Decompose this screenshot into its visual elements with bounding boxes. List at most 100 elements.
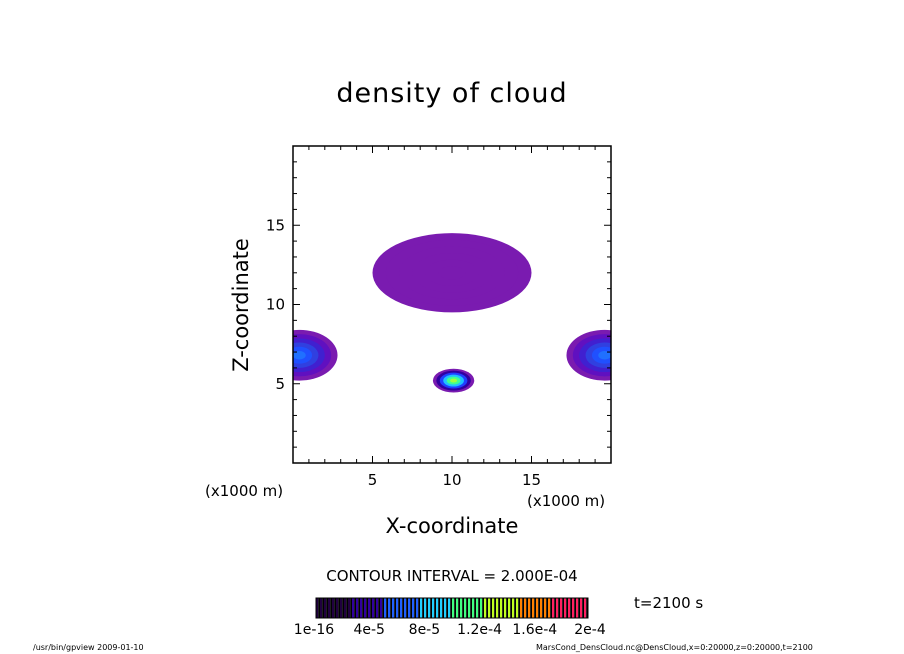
colorbar-stripe: [428, 598, 431, 618]
colorbar-gap: [330, 598, 332, 618]
colorbar-stripe: [460, 598, 463, 618]
colorbar-stripe: [540, 598, 543, 618]
colorbar-gap: [538, 598, 540, 618]
contour-region-upper-central: [372, 233, 532, 313]
colorbar-stripe: [440, 598, 443, 618]
colorbar-stripe: [524, 598, 527, 618]
colorbar-gap: [366, 598, 368, 618]
colorbar-gap: [422, 598, 424, 618]
colorbar-gap: [434, 598, 436, 618]
colorbar-tick-label: 2e-4: [574, 622, 606, 638]
colorbar-gap: [358, 598, 360, 618]
colorbar-stripe: [548, 598, 551, 618]
y-tick-label: 5: [275, 375, 285, 393]
colorbar-gap: [414, 598, 416, 618]
colorbar-gap: [318, 598, 320, 618]
colorbar-stripe: [568, 598, 571, 618]
colorbar-stripe: [404, 598, 407, 618]
colorbar-tick-label: 1e-16: [294, 622, 334, 638]
x-tick-label: 5: [368, 471, 378, 489]
colorbar-stripe: [512, 598, 515, 618]
contour-region-central-lower: [432, 368, 475, 393]
colorbar-gap: [418, 598, 420, 618]
colorbar-stripe: [372, 598, 375, 618]
colorbar-gap: [498, 598, 500, 618]
colorbar-gap: [502, 598, 504, 618]
colorbar-gap: [350, 598, 352, 618]
colorbar-stripe: [316, 598, 319, 618]
colorbar-stripe: [544, 598, 547, 618]
x-unit-label-right: (x1000 m): [527, 492, 606, 510]
colorbar-stripe: [360, 598, 363, 618]
colorbar-stripe: [328, 598, 331, 618]
colorbar-stripe: [376, 598, 379, 618]
colorbar-gap: [526, 598, 528, 618]
contour-interval-text: CONTOUR INTERVAL = 2.000E-04: [326, 567, 578, 585]
colorbar-stripe: [332, 598, 335, 618]
colorbar-stripe: [532, 598, 535, 618]
colorbar-gap: [410, 598, 412, 618]
colorbar: 1e-16 4e-5 8e-5 1.2e-4 1.6e-4 2e-4: [294, 597, 606, 638]
colorbar-stripe: [380, 598, 383, 618]
y-axis-label: Z-coordinate: [229, 238, 253, 372]
colorbar-gap: [510, 598, 512, 618]
colorbar-stripe: [488, 598, 491, 618]
y-tick-label: 10: [266, 296, 285, 314]
colorbar-stripe: [576, 598, 579, 618]
colorbar-gap: [402, 598, 404, 618]
colorbar-gap: [426, 598, 428, 618]
y-tick-label: 15: [266, 216, 285, 234]
colorbar-gap: [322, 598, 324, 618]
colorbar-tick-label: 1.6e-4: [512, 622, 557, 638]
colorbar-stripe: [492, 598, 495, 618]
colorbar-gap: [474, 598, 476, 618]
colorbar-gap: [542, 598, 544, 618]
colorbar-stripe: [356, 598, 359, 618]
colorbar-gap: [554, 598, 556, 618]
colorbar-stripe: [552, 598, 555, 618]
colorbar-stripe: [468, 598, 471, 618]
colorbar-gap: [458, 598, 460, 618]
colorbar-stripe: [584, 598, 587, 618]
colorbar-gap: [338, 598, 340, 618]
colorbar-gap: [518, 598, 520, 618]
colorbar-frame: [315, 597, 589, 619]
colorbar-stripe: [424, 598, 427, 618]
colorbar-stripe: [580, 598, 583, 618]
contour-level: [598, 350, 611, 360]
colorbar-stripe: [340, 598, 343, 618]
colorbar-gap: [578, 598, 580, 618]
colorbar-stripe: [368, 598, 371, 618]
colorbar-gap: [570, 598, 572, 618]
colorbar-stripe: [320, 598, 323, 618]
x-unit-label-left: (x1000 m): [205, 482, 284, 500]
colorbar-stripe: [528, 598, 531, 618]
colorbar-gap: [374, 598, 376, 618]
colorbar-stripe: [472, 598, 475, 618]
colorbar-stripe: [436, 598, 439, 618]
colorbar-stripe: [448, 598, 451, 618]
colorbar-gap: [506, 598, 508, 618]
colorbar-stripe: [420, 598, 423, 618]
colorbar-stripe: [344, 598, 347, 618]
contour-region-left-side: [293, 329, 338, 381]
colorbar-gap: [342, 598, 344, 618]
x-axis-label: X-coordinate: [385, 514, 519, 538]
footer-right-text: MarsCond_DensCloud.nc@DensCloud,x=0:2000…: [536, 643, 813, 652]
colorbar-stripe: [480, 598, 483, 618]
colorbar-stripe: [496, 598, 499, 618]
colorbar-gap: [346, 598, 348, 618]
colorbar-gap: [354, 598, 356, 618]
contour-level: [293, 350, 306, 360]
colorbar-stripe: [348, 598, 351, 618]
colorbar-gap: [398, 598, 400, 618]
colorbar-stripe: [452, 598, 455, 618]
footer-left-text: /usr/bin/gpview 2009-01-10: [33, 643, 144, 652]
colorbar-stripe: [432, 598, 435, 618]
colorbar-stripe: [396, 598, 399, 618]
colorbar-gap: [574, 598, 576, 618]
colorbar-tick-label: 4e-5: [353, 622, 384, 638]
colorbar-stripe: [416, 598, 419, 618]
colorbar-gap: [386, 598, 388, 618]
colorbar-gap: [546, 598, 548, 618]
